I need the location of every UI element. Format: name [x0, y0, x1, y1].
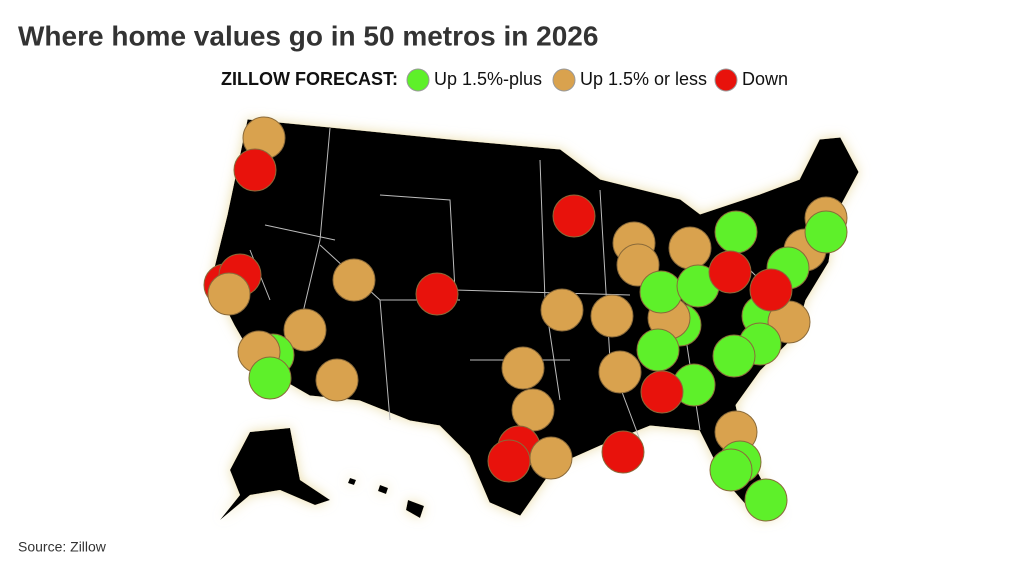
metro-dot — [315, 358, 359, 402]
metro-dot — [529, 436, 573, 480]
metro-dot — [640, 370, 684, 414]
metro-dot — [248, 356, 292, 400]
metro-dot — [487, 439, 531, 483]
metro-dot — [639, 270, 683, 314]
legend: ZILLOW FORECAST: Up 1.5%-plus Up 1.5% or … — [221, 68, 788, 92]
metro-dot — [749, 268, 793, 312]
metro-dot — [744, 478, 788, 522]
metro-dot — [501, 346, 545, 390]
metro-dot — [804, 210, 848, 254]
metro-dot — [283, 308, 327, 352]
hawaii — [348, 478, 424, 518]
legend-entry: Down — [742, 69, 788, 89]
legend-swatch — [406, 68, 430, 92]
metro-dot — [552, 194, 596, 238]
metro-dot — [714, 210, 758, 254]
metro-dot — [712, 334, 756, 378]
metro-dot — [540, 288, 584, 332]
metro-dot — [668, 226, 712, 270]
metro-dot — [590, 294, 634, 338]
legend-swatch — [552, 68, 576, 92]
alaska — [220, 428, 330, 520]
legend-entry: Up 1.5%-plus — [434, 69, 542, 89]
metro-dot — [709, 448, 753, 492]
metro-dots — [203, 116, 848, 522]
metro-dot — [708, 250, 752, 294]
metro-dot — [598, 350, 642, 394]
metro-dot — [233, 148, 277, 192]
metro-dot — [511, 388, 555, 432]
metro-dot — [332, 258, 376, 302]
metro-dot — [601, 430, 645, 474]
legend-label: ZILLOW FORECAST: — [221, 69, 398, 89]
source: Source: Zillow — [18, 539, 107, 555]
title: Where home values go in 50 metros in 202… — [18, 20, 598, 51]
legend-swatch — [714, 68, 738, 92]
metro-dot — [415, 272, 459, 316]
metro-dot — [636, 328, 680, 372]
legend-entry: Up 1.5% or less — [580, 69, 707, 89]
metro-dot — [207, 272, 251, 316]
